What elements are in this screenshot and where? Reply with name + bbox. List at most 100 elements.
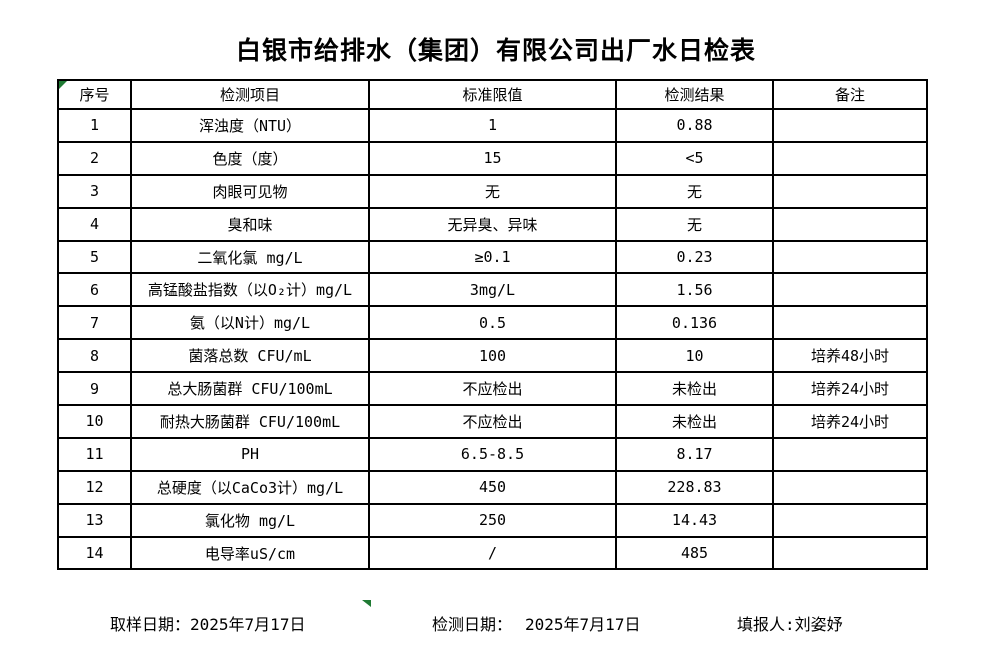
cell-remark: 培养24小时 [772, 371, 928, 407]
sampling-date-value: 2025年7月17日 [190, 615, 306, 634]
sampling-date: 取样日期：2025年7月17日 [110, 611, 305, 635]
cell-item: 高锰酸盐指数（以O₂计）mg/L [130, 272, 370, 308]
cell-result: 无 [615, 206, 774, 242]
table-row: 7 氨（以N计）mg/L 0.5 0.136 [57, 305, 928, 341]
cell-standard: 不应检出 [368, 371, 617, 407]
testing-date-label: 检测日期： [432, 615, 513, 634]
cell-item: 氯化物 mg/L [130, 502, 370, 538]
cell-result: 1.56 [615, 272, 774, 308]
cell-remark [772, 272, 928, 308]
table-row: 9 总大肠菌群 CFU/100mL 不应检出 未检出 培养24小时 [57, 371, 928, 407]
table-row: 12 总硬度（以CaCo3计）mg/L 450 228.83 [57, 469, 928, 505]
cell-item: 臭和味 [130, 206, 370, 242]
column-header-result-label: 检测结果 [664, 86, 725, 104]
table-row: 14 电导率uS/cm / 485 [57, 535, 928, 571]
cell-item: 耐热大肠菌群 CFU/100mL [130, 404, 370, 439]
inspection-table: 序号 检测项目 标准限值 检测结果 备注 1 浑浊度（NTU） [57, 79, 928, 571]
cell-standard: 无 [368, 173, 617, 209]
cell-seq: 5 [57, 239, 132, 275]
column-header-result: 检测结果 [615, 79, 774, 110]
testing-date: 检测日期： 2025年7月17日 [432, 611, 640, 635]
cell-item: 氨（以N计）mg/L [130, 305, 370, 341]
column-header-remark-label: 备注 [834, 86, 865, 104]
cell-seq: 10 [57, 404, 132, 439]
cell-item: 浑浊度（NTU） [130, 108, 370, 143]
cell-standard: 6.5-8.5 [368, 436, 617, 472]
cell-standard: 450 [368, 469, 617, 505]
cell-item: 总硬度（以CaCo3计）mg/L [130, 469, 370, 505]
cell-seq: 4 [57, 206, 132, 242]
cell-standard: 250 [368, 502, 617, 538]
column-header-standard: 标准限值 [368, 79, 617, 110]
table-row: 5 二氧化氯 mg/L ≥0.1 0.23 [57, 239, 928, 275]
cell-standard: 100 [368, 338, 617, 374]
table-row: 10 耐热大肠菌群 CFU/100mL 不应检出 未检出 培养24小时 [57, 404, 928, 439]
table-header-row: 序号 检测项目 标准限值 检测结果 备注 [57, 79, 928, 110]
cell-result: 0.88 [615, 108, 774, 143]
cell-seq: 2 [57, 140, 132, 176]
cell-result: 0.23 [615, 239, 774, 275]
column-header-item-label: 检测项目 [219, 86, 280, 104]
cell-remark [772, 305, 928, 341]
cell-standard: 15 [368, 140, 617, 176]
excel-bottom-marker-icon [362, 600, 371, 607]
cell-seq: 13 [57, 502, 132, 538]
cell-standard: ≥0.1 [368, 239, 617, 275]
table-row: 2 色度（度） 15 <5 [57, 140, 928, 176]
cell-seq: 7 [57, 305, 132, 341]
cell-standard: 不应检出 [368, 404, 617, 439]
table-row: 3 肉眼可见物 无 无 [57, 173, 928, 209]
table-row: 11 PH 6.5-8.5 8.17 [57, 436, 928, 472]
cell-remark [772, 140, 928, 176]
cell-item: 总大肠菌群 CFU/100mL [130, 371, 370, 407]
table-row: 13 氯化物 mg/L 250 14.43 [57, 502, 928, 538]
cell-result: 无 [615, 173, 774, 209]
cell-remark [772, 173, 928, 209]
cell-standard: / [368, 535, 617, 571]
cell-seq: 8 [57, 338, 132, 374]
cell-item: 菌落总数 CFU/mL [130, 338, 370, 374]
column-header-seq-label: 序号 [79, 86, 110, 104]
table-body: 1 浑浊度（NTU） 1 0.88 2 色度（度） 15 <5 3 肉眼可见物 … [57, 108, 928, 571]
reporter-name: 刘姿妤 [794, 615, 843, 634]
cell-standard: 3mg/L [368, 272, 617, 308]
cell-item: 色度（度） [130, 140, 370, 176]
cell-seq: 6 [57, 272, 132, 308]
cell-standard: 0.5 [368, 305, 617, 341]
reporter: 填报人:刘姿妤 [737, 611, 843, 635]
cell-remark [772, 535, 928, 571]
cell-remark [772, 239, 928, 275]
reporter-label: 填报人: [737, 615, 795, 634]
cell-item: PH [130, 436, 370, 472]
cell-seq: 12 [57, 469, 132, 505]
cell-result: 228.83 [615, 469, 774, 505]
cell-result: 未检出 [615, 404, 774, 439]
cell-result: 485 [615, 535, 774, 571]
cell-remark: 培养24小时 [772, 404, 928, 439]
cell-seq: 11 [57, 436, 132, 472]
table-row: 6 高锰酸盐指数（以O₂计）mg/L 3mg/L 1.56 [57, 272, 928, 308]
cell-seq: 1 [57, 108, 132, 143]
cell-seq: 3 [57, 173, 132, 209]
cell-remark [772, 108, 928, 143]
cell-seq: 9 [57, 371, 132, 407]
column-header-remark: 备注 [772, 79, 928, 110]
cell-item: 电导率uS/cm [130, 535, 370, 571]
cell-result: 10 [615, 338, 774, 374]
testing-date-value: 2025年7月17日 [525, 615, 641, 634]
sampling-date-label: 取样日期： [110, 615, 191, 634]
table-row: 1 浑浊度（NTU） 1 0.88 [57, 108, 928, 143]
cell-remark [772, 206, 928, 242]
cell-item: 二氧化氯 mg/L [130, 239, 370, 275]
cell-remark [772, 502, 928, 538]
cell-result: 8.17 [615, 436, 774, 472]
cell-standard: 1 [368, 108, 617, 143]
cell-remark: 培养48小时 [772, 338, 928, 374]
column-header-standard-label: 标准限值 [462, 86, 523, 104]
cell-item: 肉眼可见物 [130, 173, 370, 209]
cell-result: 0.136 [615, 305, 774, 341]
cell-result: 未检出 [615, 371, 774, 407]
cell-remark [772, 436, 928, 472]
table-row: 4 臭和味 无异臭、异味 无 [57, 206, 928, 242]
